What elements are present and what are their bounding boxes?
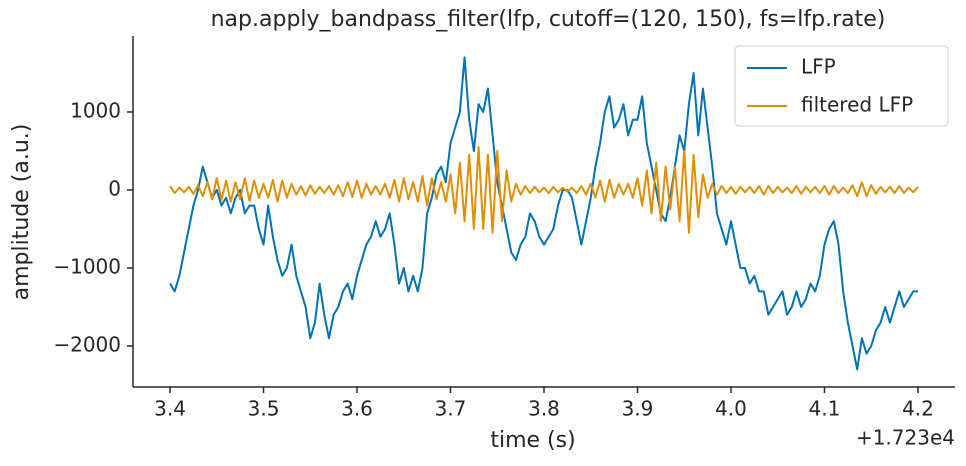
x-tick-label: 3.6 [341,397,373,421]
legend-label: LFP [801,55,836,79]
legend-label: filtered LFP [801,93,913,117]
y-tick-label: 1000 [70,98,121,122]
y-tick-label: 0 [108,176,121,200]
line-series [169,146,919,234]
x-offset-label: +1.723e4 [856,426,955,450]
chart-title: nap.apply_bandpass_filter(lfp, cutoff=(1… [211,7,886,32]
legend-box [734,45,949,127]
x-tick-label: 4.1 [809,397,841,421]
y-tick-label: −1000 [53,254,121,278]
line-series [169,56,918,371]
y-tick-label: −2000 [53,332,121,356]
x-tick-label: 3.8 [528,397,560,421]
x-tick-label: 3.5 [248,397,280,421]
x-tick-label: 4.2 [902,397,934,421]
x-tick-label: 3.9 [622,397,654,421]
y-axis-label: amplitude (a.u.) [9,124,34,301]
x-axis-label: time (s) [490,428,575,453]
x-tick-label: 4.0 [715,397,747,421]
x-tick-label: 3.4 [154,397,186,421]
x-tick-label: 3.7 [435,397,467,421]
